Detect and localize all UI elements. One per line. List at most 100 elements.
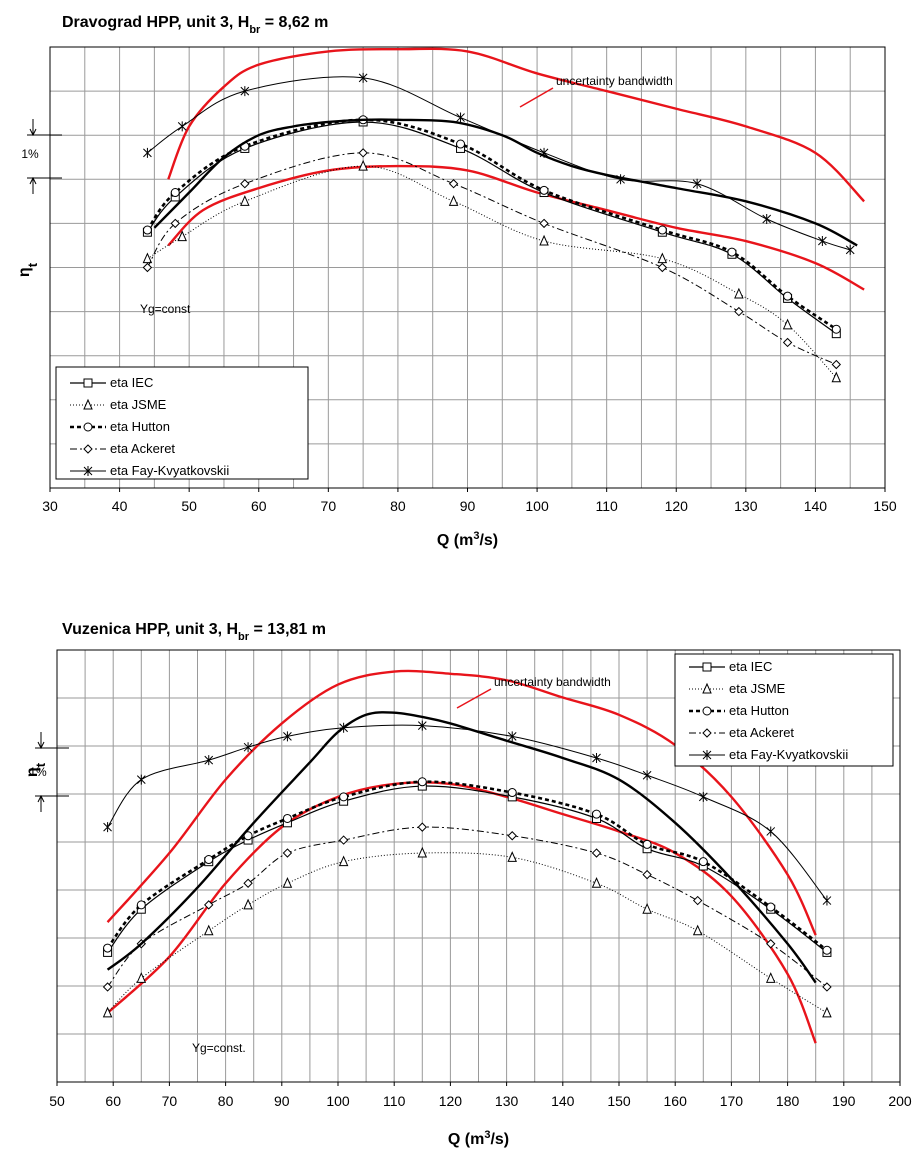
- data-point: [240, 86, 250, 97]
- x-tick-label: 140: [804, 498, 828, 514]
- plot-frame: [56, 649, 901, 1083]
- x-tick-label: 90: [274, 1093, 290, 1109]
- legend-item: eta IEC: [70, 375, 153, 390]
- legend-marker: [702, 706, 712, 716]
- x-tick-label: 110: [383, 1093, 406, 1109]
- y-axis-label-main: η: [24, 767, 41, 777]
- data-point: [818, 236, 827, 247]
- data-point: [762, 213, 772, 224]
- data-point: [103, 822, 112, 833]
- data-point: [240, 195, 250, 206]
- data-point: [417, 846, 428, 858]
- legend-label: eta Fay-Kvyatkovskii: [729, 747, 848, 762]
- chart-1: Dravograd HPP, unit 3, Hbr = 8,62 m 30 40 5…: [16, 14, 897, 549]
- legend-marker: [83, 378, 93, 388]
- legend-item: eta JSME: [70, 397, 167, 412]
- x-tick-label: 130: [734, 498, 758, 514]
- data-point: [822, 982, 832, 992]
- series-line: [146, 121, 837, 335]
- data-point: [136, 972, 147, 983]
- x-tick-label: 130: [495, 1093, 519, 1109]
- x-axis-label: Q (m3/s): [448, 1129, 509, 1148]
- uncertainty-band-lower: [167, 164, 865, 291]
- chart-2: Vuzenica HPP, unit 3, Hbr = 13,81 m 50 60 7…: [24, 621, 912, 1148]
- legend-marker: [702, 662, 712, 672]
- y-axis-label: ηt: [24, 762, 48, 777]
- data-point: [204, 900, 214, 910]
- legend-label: eta IEC: [110, 375, 153, 390]
- series-eta-fay-kvyatkovskii: [103, 720, 832, 906]
- legend-label: eta JSME: [110, 397, 167, 412]
- data-point: [358, 159, 368, 171]
- scale-arrow-bottom: [37, 794, 45, 812]
- data-point: [282, 813, 292, 823]
- legend-marker: [83, 398, 93, 410]
- data-point: [698, 791, 708, 802]
- legend-label: eta Ackeret: [110, 441, 175, 456]
- legend-item: eta Hutton: [689, 703, 789, 718]
- bandwidth-pointer: [519, 87, 554, 108]
- series-eta-ackeret: [102, 822, 832, 992]
- legend-item: eta Hutton: [70, 419, 170, 434]
- data-point: [831, 359, 841, 370]
- data-point: [358, 148, 368, 158]
- x-tick-label: 50: [49, 1093, 65, 1109]
- data-point: [783, 291, 793, 301]
- chart-title-main: Dravograd HPP, unit 3, H: [62, 14, 249, 31]
- data-point: [507, 788, 517, 798]
- data-point: [507, 831, 517, 841]
- data-point: [592, 809, 602, 819]
- legend-marker: [83, 422, 93, 432]
- x-tick-label: 180: [776, 1093, 800, 1109]
- data-point: [417, 777, 427, 787]
- legend-marker: [702, 750, 712, 760]
- chart-title-sub: br: [249, 24, 261, 36]
- data-point: [657, 225, 667, 235]
- series-line: [147, 165, 837, 379]
- data-point: [243, 898, 253, 910]
- data-point: [591, 877, 602, 888]
- data-point: [282, 877, 293, 888]
- y-axis-label-sub: t: [33, 762, 48, 767]
- legend-item: eta IEC: [689, 659, 772, 674]
- data-point: [766, 939, 776, 949]
- data-point: [642, 770, 652, 781]
- data-point: [240, 179, 250, 189]
- legend-marker: [83, 466, 93, 476]
- x-axis-label-tail: /s): [490, 1131, 509, 1148]
- data-point: [782, 318, 793, 330]
- legend-item: eta Ackeret: [70, 441, 175, 456]
- scale-arrow-top: [29, 119, 37, 137]
- x-tick-label: 30: [42, 498, 58, 514]
- series-eta-jsme: [102, 846, 832, 1018]
- data-point: [338, 855, 349, 867]
- chart-title-tail: = 13,81 m: [249, 621, 326, 638]
- y-axis-label: ηt: [16, 262, 40, 277]
- data-point: [142, 262, 153, 273]
- data-point: [642, 839, 652, 849]
- legend-marker: [702, 728, 712, 738]
- data-point: [765, 972, 776, 983]
- data-point: [539, 185, 549, 195]
- data-point: [417, 720, 427, 731]
- data-point: [727, 247, 737, 257]
- series-line: [146, 152, 837, 365]
- x-tick-label: 110: [596, 498, 619, 514]
- data-point: [283, 731, 292, 742]
- data-point: [170, 218, 180, 229]
- x-tick-label: 120: [665, 498, 689, 514]
- series-eta-hutton: [142, 115, 841, 334]
- yg-label: Yg=const.: [192, 1041, 246, 1055]
- x-tick-label: 40: [112, 498, 128, 514]
- x-tick-label: 60: [251, 498, 267, 514]
- x-tick-label: 50: [181, 498, 197, 514]
- legend-marker: [702, 682, 712, 694]
- x-tick-label: 140: [551, 1093, 575, 1109]
- uncertainty-band-lower: [106, 781, 817, 1044]
- data-point: [243, 878, 253, 888]
- bandwidth-label: uncertainty bandwidth: [556, 74, 673, 88]
- legend-label: eta Ackeret: [729, 725, 794, 740]
- series-eta-hutton: [103, 777, 832, 955]
- data-point: [642, 902, 652, 914]
- data-point: [592, 753, 601, 763]
